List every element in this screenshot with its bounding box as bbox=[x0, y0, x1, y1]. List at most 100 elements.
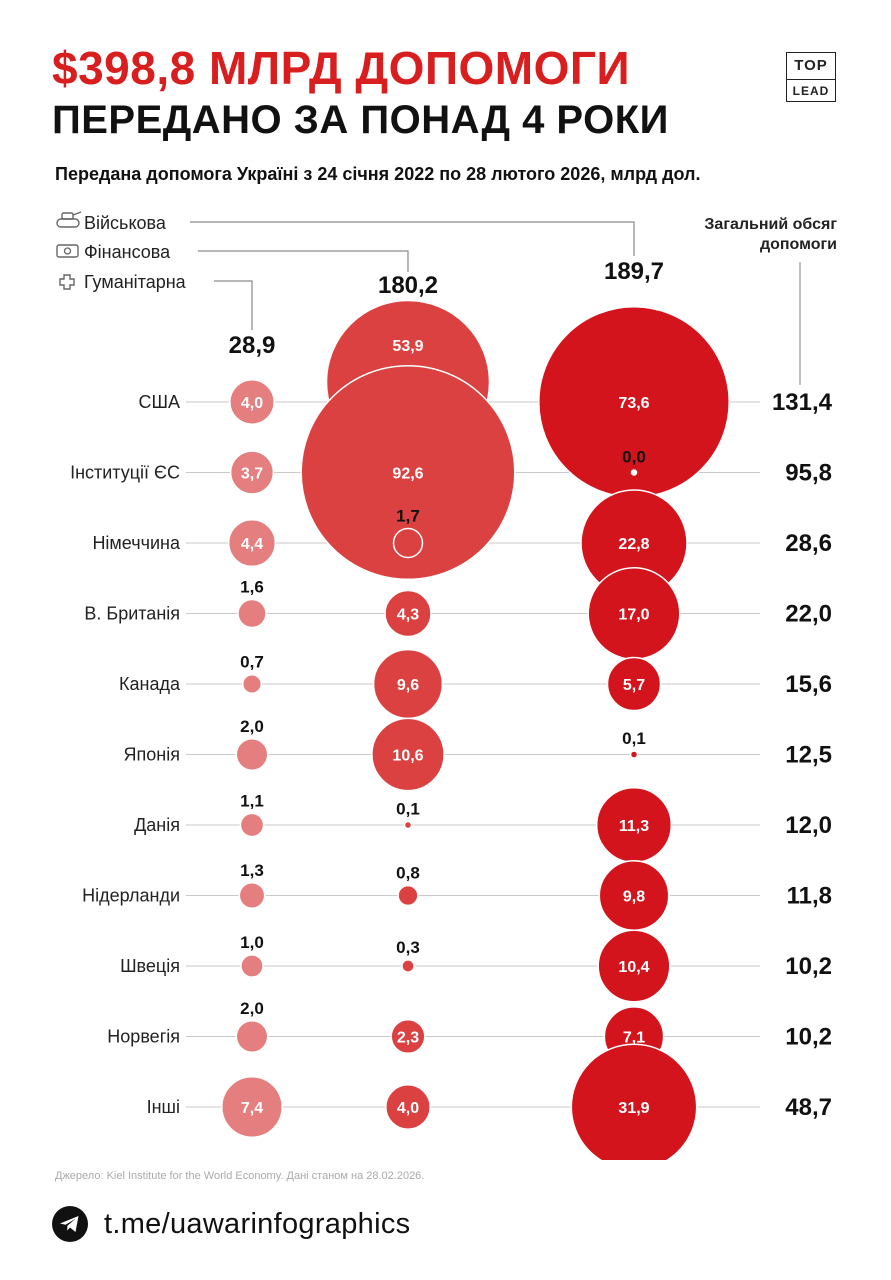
bubble-value-label: 17,0 bbox=[618, 607, 649, 624]
row-total-label: 15,6 bbox=[785, 671, 832, 698]
bubble-value-label: 0,3 bbox=[396, 938, 420, 957]
banknote-icon bbox=[56, 244, 79, 258]
category-label: Інституції ЄС bbox=[70, 463, 180, 483]
bubble-value-label: 2,3 bbox=[397, 1030, 419, 1047]
bubble-humanitarian bbox=[240, 954, 264, 978]
bubble-value-label: 11,3 bbox=[619, 818, 649, 835]
legend-connector bbox=[214, 280, 253, 330]
bubble-value-label: 9,8 bbox=[623, 889, 645, 906]
bubble-value-label: 1,7 bbox=[396, 507, 420, 526]
bubble-value-label: 0,7 bbox=[240, 653, 264, 672]
bubble-value-label: 2,0 bbox=[240, 717, 264, 736]
bubble-financial bbox=[392, 527, 424, 559]
bubble-value-label: 7,1 bbox=[623, 1030, 645, 1047]
bubble-humanitarian bbox=[239, 812, 265, 838]
bubble-value-label: 22,8 bbox=[618, 536, 649, 553]
row-total-label: 10,2 bbox=[785, 953, 832, 980]
series-total-label: 180,2 bbox=[378, 272, 438, 299]
bubble-value-label: 1,3 bbox=[240, 861, 264, 880]
page-title-line-2: ПЕРЕДАНО ЗА ПОНАД 4 РОКИ bbox=[52, 98, 669, 142]
bubble-humanitarian bbox=[241, 673, 263, 695]
bubble-humanitarian bbox=[238, 882, 266, 909]
bubble-financial bbox=[397, 884, 419, 907]
bubble-chart: Військова Фінансова Гуманітарна 189,7 180,2 2… bbox=[56, 211, 837, 1160]
category-label: Норвегія bbox=[107, 1027, 180, 1047]
category-label: В. Британія bbox=[84, 604, 180, 624]
bubble-financial bbox=[385, 1084, 431, 1130]
bubble-military bbox=[606, 656, 662, 712]
bubble-value-label: 0,0 bbox=[622, 448, 646, 467]
category-label: Інші bbox=[147, 1097, 180, 1117]
bubble-financial bbox=[371, 717, 445, 792]
source-note: Джерело: Kiel Institute for the World Ec… bbox=[55, 1170, 425, 1182]
telegram-channel-link[interactable]: t.me/uawarinfographics bbox=[104, 1207, 411, 1240]
row-total-label: 48,7 bbox=[785, 1094, 832, 1121]
top-lead-logo: TOP LEAD bbox=[786, 52, 836, 102]
row-total-label: 22,0 bbox=[785, 601, 832, 628]
category-label: Німеччина bbox=[92, 533, 181, 553]
bubble-value-label: 0,1 bbox=[622, 729, 646, 748]
bubble-financial bbox=[384, 589, 432, 638]
bubble-financial bbox=[390, 1018, 426, 1055]
bubble-value-label: 4,0 bbox=[397, 1100, 419, 1117]
row-total-label: 95,8 bbox=[785, 460, 832, 487]
bubble-value-label: 73,6 bbox=[618, 395, 649, 412]
bubble-military bbox=[570, 1043, 698, 1160]
legend-connector bbox=[190, 221, 635, 256]
bubble-humanitarian bbox=[229, 379, 275, 425]
category-label: Нідерланди bbox=[82, 886, 180, 906]
bubble-value-label: 53,9 bbox=[392, 338, 423, 355]
row-total-label: 28,6 bbox=[785, 530, 832, 557]
page-title: $398,8 МЛРД ДОПОМОГИ bbox=[52, 42, 631, 94]
tank-icon bbox=[56, 211, 82, 228]
row-total-label: 12,5 bbox=[785, 742, 832, 769]
series-total-label: 28,9 bbox=[229, 332, 276, 359]
bubble-humanitarian bbox=[237, 598, 267, 629]
bubble-value-label: 10,4 bbox=[618, 959, 649, 976]
bubble-financial bbox=[403, 820, 413, 830]
category-label: США bbox=[138, 392, 180, 412]
logo-bottom-text: LEAD bbox=[792, 84, 830, 98]
category-label: Швеція bbox=[120, 956, 180, 976]
bubble-military bbox=[597, 929, 671, 1003]
telegram-icon bbox=[52, 1206, 88, 1242]
footer: t.me/uawarinfographics bbox=[52, 1200, 410, 1248]
bubble-value-label: 5,7 bbox=[623, 677, 645, 694]
bubble-value-label: 0,8 bbox=[396, 864, 420, 883]
bubble-value-label: 92,6 bbox=[392, 466, 423, 483]
bubble-value-label: 1,6 bbox=[240, 577, 264, 596]
bubble-value-label: 31,9 bbox=[618, 1100, 649, 1117]
row-total-label: 131,4 bbox=[772, 389, 833, 416]
bubble-humanitarian bbox=[221, 1076, 283, 1138]
total-header-line-2: допомоги bbox=[760, 236, 837, 253]
cross-icon bbox=[59, 274, 75, 290]
bubble-financial bbox=[300, 364, 516, 581]
bubble-financial bbox=[401, 959, 415, 973]
bubble-value-label: 2,0 bbox=[240, 999, 264, 1018]
category-label: Канада bbox=[119, 674, 181, 694]
series-total-label: 189,7 bbox=[604, 258, 664, 285]
category-label: Японія bbox=[124, 745, 180, 765]
bubble-humanitarian bbox=[227, 518, 277, 568]
bubble-value-label: 3,7 bbox=[241, 466, 263, 483]
bubble-value-label: 10,6 bbox=[392, 748, 423, 765]
bubble-military bbox=[629, 750, 639, 759]
bubble-value-label: 7,4 bbox=[241, 1100, 263, 1117]
bubble-value-label: 9,6 bbox=[397, 677, 419, 694]
chart-subtitle: Передана допомога Україні з 24 січня 202… bbox=[55, 164, 701, 184]
bubble-military bbox=[630, 469, 638, 476]
row-total-label: 11,8 bbox=[787, 883, 832, 910]
legend-label-banknote: Фінансова bbox=[84, 242, 171, 262]
row-total-label: 10,2 bbox=[785, 1024, 832, 1051]
bubble-value-label: 0,1 bbox=[396, 799, 420, 818]
bubble-value-label: 4,4 bbox=[241, 536, 263, 553]
logo-top-text: TOP bbox=[787, 53, 835, 80]
bubble-value-label: 1,0 bbox=[240, 933, 264, 952]
bubble-humanitarian bbox=[229, 450, 275, 495]
legend-label-tank: Військова bbox=[84, 213, 167, 233]
bubble-value-label: 1,1 bbox=[240, 791, 264, 810]
bubble-humanitarian bbox=[235, 738, 269, 771]
bubble-humanitarian bbox=[235, 1020, 269, 1053]
total-header-line-1: Загальний обсяг bbox=[704, 216, 837, 233]
row-total-label: 12,0 bbox=[785, 812, 832, 839]
